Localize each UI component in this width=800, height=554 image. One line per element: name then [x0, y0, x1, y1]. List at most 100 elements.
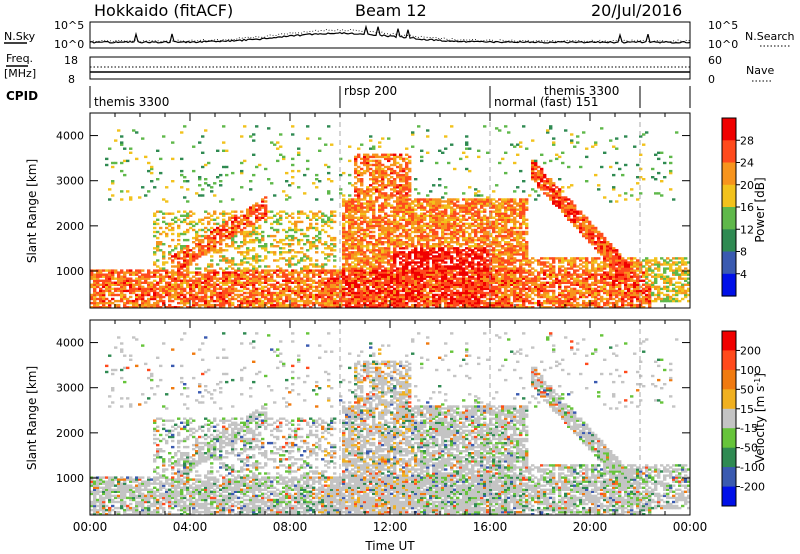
power-cell	[444, 226, 448, 230]
power-cell	[216, 228, 220, 232]
power-cell	[504, 306, 508, 309]
power-cell	[219, 249, 223, 252]
power-cell	[138, 281, 142, 284]
power-cell	[504, 271, 508, 274]
power-cell	[198, 241, 202, 244]
power-cell	[171, 273, 175, 276]
power-cell	[441, 297, 445, 301]
power-cell	[471, 253, 475, 256]
power-cell	[333, 236, 337, 240]
power-cell	[435, 255, 439, 258]
power-cell	[363, 218, 367, 221]
power-cell	[357, 251, 361, 254]
power-cell	[159, 289, 163, 293]
power-cell	[219, 228, 223, 232]
power-cell	[423, 208, 427, 211]
power-cell	[144, 281, 148, 284]
power-cell	[264, 206, 268, 209]
power-cell	[228, 218, 232, 221]
power-cell	[369, 190, 373, 193]
power-cell	[417, 253, 421, 256]
power-cell	[186, 306, 190, 309]
power-cell	[432, 218, 436, 221]
power-cell	[369, 249, 373, 252]
power-cell	[234, 228, 238, 232]
power-cell	[390, 167, 394, 171]
power-cell	[384, 297, 388, 301]
power-cell	[174, 281, 178, 284]
power-cell	[396, 285, 400, 289]
power-cell	[483, 287, 487, 291]
power-cell	[342, 234, 346, 238]
power-cell	[471, 293, 475, 297]
power-cell	[399, 153, 403, 156]
power-cell	[336, 281, 340, 284]
power-cell	[300, 303, 304, 307]
power-cell	[303, 253, 307, 256]
power-cell	[402, 159, 406, 163]
power-cell	[363, 214, 367, 217]
power-cell	[204, 216, 208, 219]
power-cell	[195, 273, 199, 276]
power-cell	[198, 285, 202, 289]
power-cell	[450, 222, 454, 226]
power-cell	[213, 291, 217, 295]
power-cell	[420, 253, 424, 256]
power-cell	[408, 218, 412, 221]
power-cell	[414, 277, 418, 280]
power-cell	[285, 285, 289, 289]
power-cell	[351, 204, 355, 207]
power-cell	[285, 295, 289, 299]
power-cell	[240, 251, 244, 254]
power-cell	[357, 230, 361, 234]
power-cell	[504, 299, 508, 303]
power-cell	[231, 234, 235, 238]
power-cell	[444, 279, 448, 282]
power-cell	[483, 299, 487, 303]
power-cell	[465, 289, 469, 293]
power-cell	[414, 297, 418, 301]
power-cell	[390, 275, 394, 278]
power-cell	[483, 283, 487, 286]
power-cell	[408, 295, 412, 299]
power-cell	[90, 277, 94, 280]
power-cell	[462, 151, 466, 154]
power-cell	[174, 271, 178, 274]
power-cell	[198, 253, 202, 256]
power-cell	[204, 251, 208, 254]
power-cell	[189, 263, 193, 266]
power-cell	[438, 226, 442, 230]
power-cell	[168, 287, 172, 291]
power-cell	[357, 204, 361, 207]
power-cell	[366, 153, 370, 156]
power-cell	[297, 147, 301, 150]
power-cell	[159, 226, 163, 230]
power-cell	[252, 281, 256, 284]
power-cell	[264, 285, 268, 289]
power-cell	[507, 251, 511, 254]
power-cell	[243, 287, 247, 291]
power-cell	[306, 255, 310, 258]
power-cell	[420, 287, 424, 291]
power-cell	[321, 243, 325, 246]
power-cell	[414, 247, 418, 250]
power-cell	[186, 214, 190, 217]
power-cell	[381, 196, 385, 199]
power-cell	[429, 245, 433, 248]
power-cell	[207, 228, 211, 232]
power-cell	[441, 267, 445, 270]
power-cell	[432, 184, 436, 187]
power-cell	[390, 285, 394, 289]
power-cell	[321, 263, 325, 266]
power-cell	[183, 273, 187, 276]
power-cell	[252, 303, 256, 307]
power-cell	[153, 247, 157, 250]
power-cell	[480, 275, 484, 278]
power-cell	[456, 204, 460, 207]
power-cell	[444, 273, 448, 276]
power-cell	[180, 245, 184, 248]
power-cell	[303, 212, 307, 215]
power-cell	[402, 253, 406, 256]
power-cell	[375, 176, 379, 179]
power-cell	[261, 236, 265, 240]
